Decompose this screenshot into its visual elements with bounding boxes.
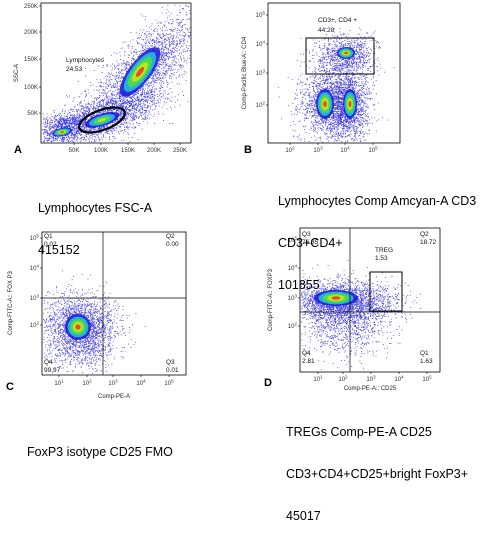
- panel-c-x-tick: 104: [136, 379, 146, 388]
- panel-a-y-tick: 250K: [24, 4, 38, 10]
- panel-d-q1-name: Q1: [420, 350, 429, 357]
- panel-d-q3-name: Q3: [302, 231, 311, 238]
- panel-c-x-tick: 105: [164, 379, 174, 388]
- panel-c-caption-line-1: FoxP3 isotype CD25 FMO: [27, 445, 173, 459]
- panel-c-y-tick: 104: [30, 264, 40, 273]
- panel-d-y-tick: 103: [288, 294, 298, 303]
- panel-b-x-tick: 103: [313, 146, 323, 155]
- panel-d-caption: TREGs Comp-PE-A CD25 CD3+CD4+CD25+bright…: [286, 397, 468, 537]
- panel-d-x-tick: 103: [366, 375, 376, 384]
- panel-a-caption-line-1: Lymphocytes FSC-A: [38, 201, 153, 215]
- panel-a-y-tick: 50K: [27, 111, 38, 117]
- panel-b-gate-name: CD3+, CD4 +: [318, 17, 357, 24]
- panel-a-x-tick: 100K: [94, 148, 108, 154]
- panel-d-treg-gate: [369, 271, 403, 312]
- panel-d-q2-name: Q2: [420, 231, 429, 238]
- panel-a-y-axis-label: SSC-A: [14, 64, 20, 82]
- panel-a-events: [42, 4, 191, 143]
- panel-b-caption: Lymphocytes Comp Amcyan-A CD3 CD3+CD4+ 1…: [278, 166, 476, 306]
- panel-b-letter: B: [244, 144, 252, 156]
- panel-b-gate-value: 44.28: [318, 27, 335, 34]
- panel-a-letter: A: [14, 144, 22, 156]
- panel-d-y-tick: 102: [288, 322, 298, 331]
- panel-d-gate-name: TREG: [375, 247, 393, 254]
- panel-b-caption-line-2: CD3+CD4+: [278, 236, 343, 250]
- panel-d-caption-line-3: 45017: [286, 509, 321, 523]
- panel-d-y-tick: 105: [288, 236, 298, 245]
- panel-d-q2-value: 18.72: [420, 239, 437, 246]
- panel-d-x-tick: 105: [422, 375, 432, 384]
- panel-c-x-axis-label: Comp-PE-A: [98, 394, 130, 400]
- panel-c-q3-value: 0.01: [166, 367, 179, 374]
- panel-c-q3-name: Q3: [166, 359, 175, 366]
- panel-c-y-axis-label: Comp-FITC-A:: FOX P3: [8, 271, 14, 335]
- panel-d-x-tick: 102: [338, 375, 348, 384]
- panel-a-x-tick: 150K: [121, 148, 135, 154]
- panel-d-x-tick: 104: [394, 375, 404, 384]
- panel-d-x-axis-label: Comp-PE-A:: CD25: [344, 386, 397, 392]
- panel-b-x-tick: 105: [368, 146, 378, 155]
- panel-a-caption: Lymphocytes FSC-A 415152: [38, 173, 152, 271]
- panel-d-gate-value: 1.53: [375, 255, 388, 262]
- panel-c-events: [43, 270, 146, 374]
- panel-b-x-tick: 104: [340, 146, 350, 155]
- panel-d-q4-name: Q4: [302, 350, 311, 357]
- panel-c-q2-value: 0.00: [166, 241, 179, 248]
- panel-d-x-tick: 101: [313, 375, 323, 384]
- panel-d-y-tick: 104: [288, 264, 298, 273]
- panel-b-y-axis-label: Comp-Pacific Blue-A:: CD4: [242, 36, 248, 109]
- panel-d-q4-value: 2.81: [302, 358, 315, 365]
- panel-c-q4-name: Q4: [44, 359, 53, 366]
- panel-a-x-tick: 200K: [147, 148, 161, 154]
- panel-a-lymphocyte-gate: [78, 106, 126, 134]
- panel-d-q3-value: 76.85: [302, 239, 319, 246]
- panel-c-x-tick: 102: [82, 379, 92, 388]
- panel-b-y-tick: 105: [256, 11, 266, 20]
- panel-c-q1-value: 0.02: [44, 241, 57, 248]
- panel-a-gate-value: 24.53: [66, 66, 83, 73]
- panel-d-letter: D: [264, 377, 272, 389]
- panel-a-caption-line-2: 415152: [38, 243, 80, 257]
- panel-c-q4-value: 99.97: [44, 367, 61, 374]
- panel-a-y-tick: 200K: [24, 30, 38, 36]
- panel-a-x-tick: 50K: [69, 148, 80, 154]
- panel-d-y-axis-label: Comp-FITC-A:: FOXP3: [268, 268, 274, 331]
- panel-c-q1-name: Q1: [44, 233, 53, 240]
- panel-b-y-tick: 104: [256, 40, 266, 49]
- panel-d-caption-line-2: CD3+CD4+CD25+bright FoxP3+: [286, 467, 469, 481]
- panel-a-y-tick: 150K: [24, 57, 38, 63]
- panel-b-y-tick: 102: [256, 101, 266, 110]
- panel-c-q2-name: Q2: [166, 233, 175, 240]
- panel-a-y-tick: 100K: [24, 85, 38, 91]
- panel-c-y-tick: 103: [30, 294, 40, 303]
- panel-b-cd3-cd4-gate: [305, 37, 375, 75]
- panel-c-x-tick: 101: [54, 379, 64, 388]
- panel-c-y-tick: 102: [30, 321, 40, 330]
- panel-a-scatter-plot: Lymphocytes 24.53 50K 100K 150K 200K 250K 50K 10…: [14, 2, 192, 154]
- panel-c-caption: FoxP3 isotype CD25 FMO: [27, 417, 173, 473]
- panel-b-x-tick: 102: [285, 146, 295, 155]
- panel-a-gate-name: Lymphocytes: [66, 57, 105, 64]
- panel-a-x-tick: 250K: [173, 148, 187, 154]
- panel-c-y-tick: 105: [30, 234, 40, 243]
- panel-b-events: [277, 27, 395, 143]
- panel-c-letter: C: [6, 381, 14, 393]
- panel-d-events: [301, 259, 422, 371]
- panel-b-scatter-plot: CD3+, CD4 + 44.28 102 103 104 105 102 103 104 105…: [242, 2, 401, 155]
- panel-b-caption-line-1: Lymphocytes Comp Amcyan-A CD3: [278, 194, 477, 208]
- panel-b-caption-line-3: 101855: [278, 278, 320, 292]
- panel-d-caption-line-1: TREGs Comp-PE-A CD25: [286, 425, 432, 439]
- panel-d-q1-value: 1.63: [420, 358, 433, 365]
- panel-b-y-tick: 103: [256, 69, 266, 78]
- panel-c-x-tick: 103: [108, 379, 118, 388]
